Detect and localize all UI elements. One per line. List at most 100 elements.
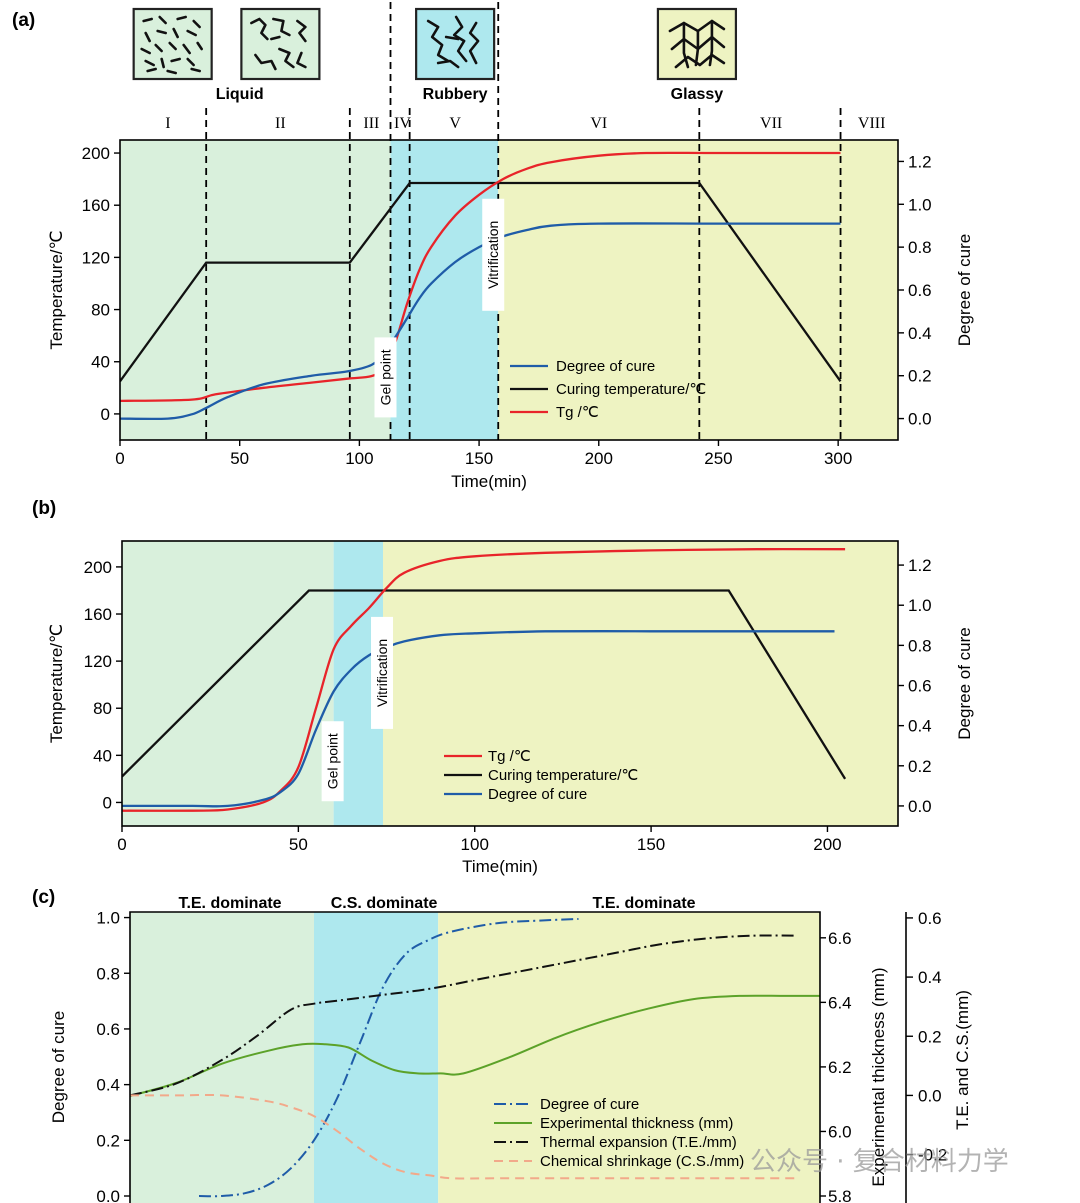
y-tick-label: 120	[82, 248, 110, 267]
legend-label: Degree of cure	[540, 1096, 639, 1113]
legend-label: Degree of cure	[556, 358, 655, 375]
x-tick-label: 200	[813, 835, 841, 854]
watermark-text: 公众号 · 复合材料力学	[750, 1147, 1009, 1177]
y-tick-label: 0.0	[96, 1187, 120, 1203]
plot-frame	[129, 911, 821, 1203]
y3-tick-label: 0.2	[918, 1027, 942, 1046]
y2-tick-label: 0.2	[908, 367, 932, 386]
series-line	[120, 181, 842, 382]
x-tick-label: 150	[637, 835, 665, 854]
y2-tick-label: 0.0	[908, 410, 932, 429]
polymer-chain-line	[444, 35, 460, 41]
polymer-chain-line	[170, 57, 181, 63]
polymer-chain-line	[142, 17, 153, 23]
legend-label: Chemical shrinkage (C.S./mm)	[540, 1153, 744, 1170]
x-tick-label: 0	[117, 835, 126, 854]
stage-label: IV	[394, 115, 411, 132]
polymer-chain-line	[270, 35, 281, 41]
polymer-chain-line	[182, 43, 191, 55]
polymer-chain-line	[166, 69, 177, 75]
y-axis-label: Temperature/℃	[47, 230, 66, 349]
dominance-label: T.E. dominate	[178, 895, 281, 912]
y2-tick-label: 0.4	[908, 717, 932, 736]
y3-tick-label: 0.6	[918, 909, 942, 928]
annotation: Gel point	[374, 337, 397, 418]
legend-label: Curing temperature/℃	[488, 767, 638, 784]
polymer-chain-line	[140, 47, 151, 55]
phase-label: Liquid	[216, 86, 264, 103]
legend-label: Degree of cure	[488, 786, 587, 803]
chart-panel-c: (c) T.E. dominate C.S. dominate T.E. domina…	[32, 887, 972, 1203]
y2-tick-label: 0.8	[908, 238, 932, 257]
annotation-box	[321, 721, 344, 802]
y3-tick-label: 0.4	[918, 968, 942, 987]
annotation: Vitrification	[482, 198, 505, 311]
plot-frame	[121, 540, 899, 827]
polymer-chain-line	[186, 57, 195, 67]
series-line	[130, 1093, 797, 1180]
series-line	[198, 918, 579, 1198]
y-axis-label: Degree of cure	[49, 1011, 68, 1123]
y2-tick-label: 0.4	[908, 324, 932, 343]
polymer-chain-line	[674, 53, 726, 69]
phase-region	[314, 912, 439, 1203]
polymer-chain-line	[426, 19, 450, 63]
polymer-chain-line	[254, 53, 277, 71]
x-tick-label: 300	[824, 449, 852, 468]
panel-label: (c)	[32, 887, 55, 908]
y-tick-label: 0	[101, 405, 110, 424]
series-line	[122, 589, 847, 780]
schematic-box	[415, 7, 496, 81]
y-tick-label: 40	[91, 353, 110, 372]
y-tick-label: 80	[91, 301, 110, 320]
annotation-text: Gel point	[378, 349, 394, 405]
polymer-chain-line	[694, 29, 700, 67]
chart-panel-b: (b) Gel point Vitrification 0 50 100 150 200 0 40…	[32, 498, 974, 876]
annotation: Gel point	[321, 721, 344, 802]
y2-tick-label: 5.8	[828, 1187, 852, 1203]
y3-tick-label: -0.2	[918, 1146, 947, 1165]
polymer-chain-line	[436, 59, 460, 69]
series-line	[122, 547, 846, 812]
series-line	[120, 151, 841, 403]
y-tick-label: 0.2	[96, 1131, 120, 1150]
x-tick-label: 150	[465, 449, 493, 468]
polymer-chain-line	[296, 51, 307, 69]
y2-tick-label: 6.6	[828, 929, 852, 948]
stage-label: VIII	[858, 115, 886, 132]
x-axis-label: Time(min)	[462, 857, 538, 876]
legend-label: Tg /℃	[488, 748, 531, 765]
legend-label: Tg /℃	[556, 404, 599, 421]
polymer-chain-line	[146, 67, 157, 73]
legend-label: Experimental thickness (mm)	[540, 1115, 733, 1132]
phase-label: Rubbery	[423, 86, 488, 103]
y2-tick-label: 0.0	[908, 797, 932, 816]
annotation-box	[482, 198, 505, 311]
polymer-chain-line	[186, 29, 197, 37]
y3-tick-label: 0.0	[918, 1086, 942, 1105]
y2-tick-label: 1.0	[908, 596, 932, 615]
x-tick-label: 50	[289, 835, 308, 854]
phase-region	[390, 140, 499, 440]
y-tick-label: 160	[82, 196, 110, 215]
y2-tick-label: 0.6	[908, 281, 932, 300]
y-tick-label: 40	[93, 746, 112, 765]
series-group	[120, 151, 842, 421]
stage-label: II	[275, 115, 286, 132]
stage-label: III	[363, 115, 379, 132]
series-group	[130, 918, 820, 1198]
phase-region	[383, 541, 898, 826]
polymer-chain-line	[296, 19, 307, 43]
y-tick-label: 120	[84, 652, 112, 671]
polymer-chain-line	[144, 31, 151, 43]
series-line	[130, 994, 820, 1097]
stage-label: V	[449, 115, 461, 132]
dominance-label: T.E. dominate	[592, 895, 695, 912]
series-group	[122, 547, 847, 812]
phase-region	[498, 140, 898, 440]
y2-tick-label: 6.2	[828, 1058, 852, 1077]
annotation-box	[374, 337, 397, 418]
polymer-chain-line	[196, 41, 203, 51]
polymer-chain-line	[160, 57, 165, 69]
